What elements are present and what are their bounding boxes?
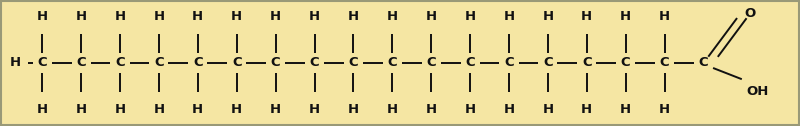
Text: H: H — [309, 103, 320, 116]
Text: H: H — [192, 10, 203, 23]
Text: H: H — [426, 103, 437, 116]
Text: H: H — [37, 10, 48, 23]
Text: H: H — [503, 103, 514, 116]
Text: C: C — [232, 56, 242, 70]
Text: H: H — [75, 10, 86, 23]
Text: C: C — [310, 56, 319, 70]
Text: H: H — [386, 10, 398, 23]
Text: H: H — [542, 103, 554, 116]
Text: H: H — [154, 10, 165, 23]
Text: O: O — [744, 7, 755, 20]
Text: H: H — [270, 10, 281, 23]
Text: C: C — [154, 56, 164, 70]
Text: H: H — [620, 10, 631, 23]
Text: H: H — [620, 103, 631, 116]
Text: H: H — [659, 10, 670, 23]
Text: C: C — [582, 56, 591, 70]
Text: H: H — [582, 103, 592, 116]
Text: H: H — [10, 56, 21, 70]
Text: H: H — [231, 103, 242, 116]
Text: H: H — [37, 103, 48, 116]
Text: H: H — [114, 103, 126, 116]
Text: H: H — [542, 10, 554, 23]
Text: C: C — [660, 56, 670, 70]
Text: C: C — [543, 56, 553, 70]
Text: H: H — [426, 10, 437, 23]
Text: H: H — [192, 103, 203, 116]
Text: H: H — [503, 10, 514, 23]
Text: C: C — [38, 56, 47, 70]
Text: C: C — [387, 56, 397, 70]
Text: H: H — [348, 10, 359, 23]
Text: C: C — [76, 56, 86, 70]
Text: C: C — [115, 56, 125, 70]
Text: H: H — [465, 103, 476, 116]
Text: OH: OH — [746, 85, 769, 98]
Text: H: H — [231, 10, 242, 23]
Text: C: C — [270, 56, 281, 70]
Text: C: C — [621, 56, 630, 70]
Text: H: H — [75, 103, 86, 116]
Text: H: H — [659, 103, 670, 116]
Text: H: H — [386, 103, 398, 116]
Text: C: C — [426, 56, 436, 70]
Text: H: H — [154, 103, 165, 116]
Text: C: C — [698, 56, 708, 70]
Text: C: C — [466, 56, 475, 70]
Text: H: H — [465, 10, 476, 23]
Text: C: C — [504, 56, 514, 70]
Text: H: H — [270, 103, 281, 116]
Text: H: H — [114, 10, 126, 23]
Text: C: C — [193, 56, 202, 70]
Text: C: C — [349, 56, 358, 70]
Text: H: H — [582, 10, 592, 23]
Text: H: H — [309, 10, 320, 23]
Text: H: H — [348, 103, 359, 116]
